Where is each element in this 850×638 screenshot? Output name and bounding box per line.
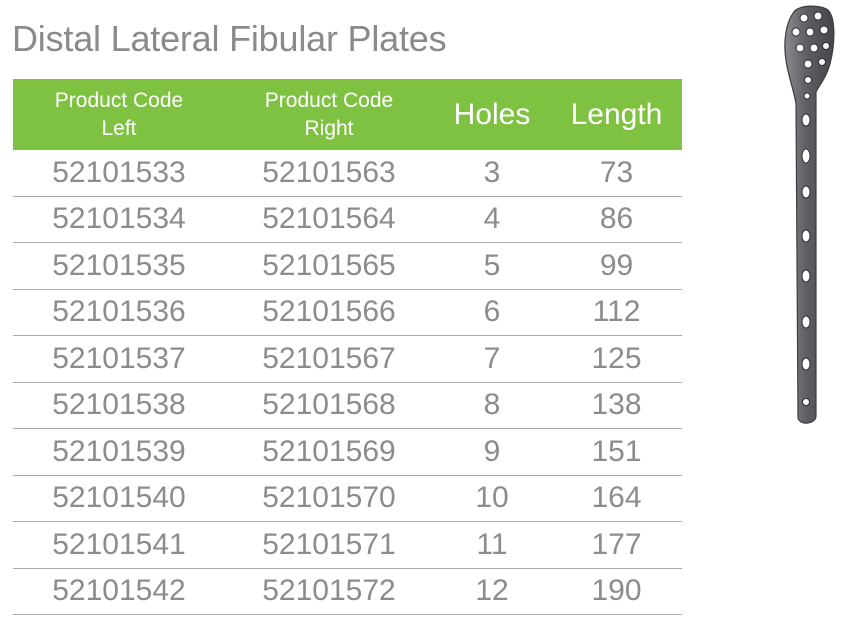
cell-code-right: 52101572 <box>225 568 433 615</box>
cell-code-right: 52101571 <box>225 521 433 569</box>
cell-length: 151 <box>551 428 682 476</box>
product-table: Product Code Left Product Code Right Hol… <box>13 79 682 615</box>
cell-code-right: 52101564 <box>225 196 433 243</box>
header-product-code-right: Product Code Right <box>225 79 433 150</box>
cell-code-left: 52101534 <box>13 196 225 243</box>
cell-code-right: 52101568 <box>225 382 433 429</box>
table-row: 52101535 52101565 5 99 <box>13 242 682 290</box>
table-row: 52101534 52101564 4 86 <box>13 196 682 243</box>
table-row: 52101538 52101568 8 138 <box>13 382 682 429</box>
cell-length: 177 <box>551 521 682 569</box>
cell-holes: 11 <box>433 521 551 569</box>
table-row: 52101537 52101567 7 125 <box>13 335 682 383</box>
cell-holes: 3 <box>433 150 551 197</box>
cell-holes: 4 <box>433 196 551 243</box>
cell-length: 125 <box>551 335 682 383</box>
table-row: 52101533 52101563 3 73 <box>13 150 682 197</box>
cell-holes: 5 <box>433 242 551 290</box>
cell-code-right: 52101563 <box>225 150 433 197</box>
cell-holes: 9 <box>433 428 551 476</box>
header-product-code-left: Product Code Left <box>13 79 225 150</box>
page-title: Distal Lateral Fibular Plates <box>12 18 447 59</box>
cell-length: 112 <box>551 289 682 336</box>
cell-code-right: 52101565 <box>225 242 433 290</box>
cell-code-right: 52101570 <box>225 475 433 522</box>
cell-code-right: 52101569 <box>225 428 433 476</box>
header-length: Length <box>551 79 682 150</box>
header-holes: Holes <box>433 79 551 150</box>
cell-holes: 7 <box>433 335 551 383</box>
cell-holes: 10 <box>433 475 551 522</box>
table-row: 52101539 52101569 9 151 <box>13 428 682 476</box>
cell-code-left: 52101542 <box>13 568 225 615</box>
table-row: 52101541 52101571 11 177 <box>13 521 682 569</box>
table-row: 52101540 52101570 10 164 <box>13 475 682 522</box>
cell-code-left: 52101533 <box>13 150 225 197</box>
header-right-line-1: Product Code <box>264 88 394 112</box>
header-left-line-2: Left <box>101 116 137 140</box>
cell-holes: 8 <box>433 382 551 429</box>
cell-code-left: 52101540 <box>13 475 225 522</box>
cell-holes: 6 <box>433 289 551 336</box>
table-row: 52101542 52101572 12 190 <box>13 568 682 615</box>
cell-code-left: 52101539 <box>13 428 225 476</box>
cell-length: 99 <box>551 242 682 290</box>
cell-length: 86 <box>551 196 682 243</box>
table-row: 52101536 52101566 6 112 <box>13 289 682 336</box>
cell-code-left: 52101536 <box>13 289 225 336</box>
cell-code-left: 52101541 <box>13 521 225 569</box>
cell-length: 138 <box>551 382 682 429</box>
cell-length: 164 <box>551 475 682 522</box>
bone-plate-icon <box>784 5 835 424</box>
cell-code-right: 52101567 <box>225 335 433 383</box>
cell-length: 190 <box>551 568 682 615</box>
cell-code-left: 52101537 <box>13 335 225 383</box>
cell-code-left: 52101538 <box>13 382 225 429</box>
header-right-line-2: Right <box>304 116 354 140</box>
header-left-line-1: Product Code <box>54 88 184 112</box>
cell-code-left: 52101535 <box>13 242 225 290</box>
table-header-row: Product Code Left Product Code Right Hol… <box>13 79 682 150</box>
cell-holes: 12 <box>433 568 551 615</box>
cell-length: 73 <box>551 150 682 197</box>
cell-code-right: 52101566 <box>225 289 433 336</box>
